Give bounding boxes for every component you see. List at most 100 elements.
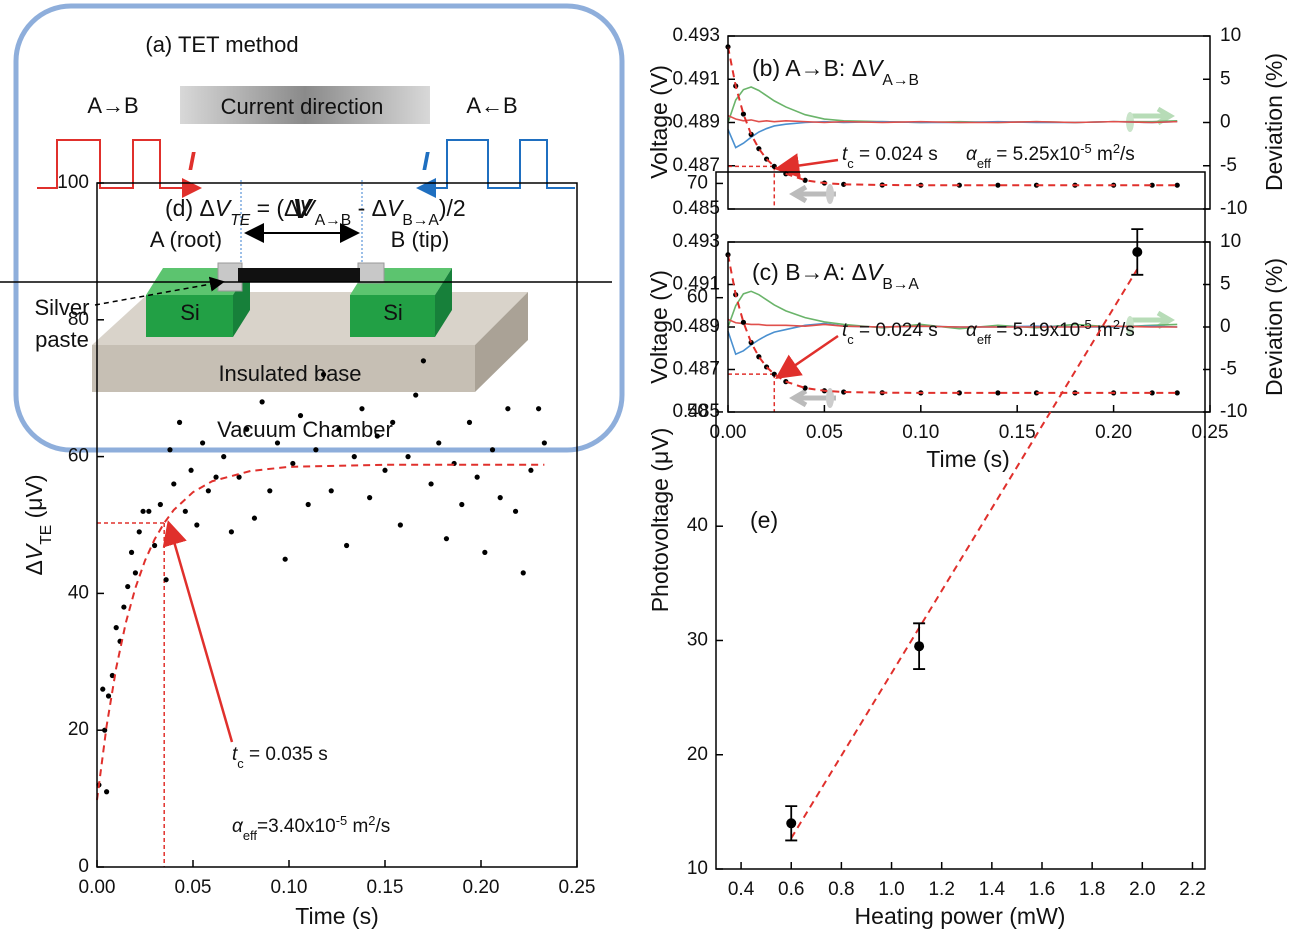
y-tick-label: 10 xyxy=(687,858,708,879)
fit-line xyxy=(727,46,1178,187)
chart: 10 20 30 40 50 60 70 0.4 0.6 0.8 1.0 1.2 1.4 1.6 1.8 2.… xyxy=(687,171,1206,900)
y2-tick-label: -5 xyxy=(1220,359,1237,380)
annotation: tc = 0.024 s xyxy=(842,320,938,347)
text-part: (b) A→B: Δ xyxy=(752,55,867,81)
data-point xyxy=(102,727,108,733)
y-tick-label: 60 xyxy=(687,287,708,308)
direction-bar xyxy=(180,86,430,124)
data-point xyxy=(956,182,962,188)
text-part: α xyxy=(966,144,978,165)
text-part: A→B xyxy=(882,72,918,89)
data-point xyxy=(176,419,183,425)
chart: 0 20 40 60 80 100 0.00 0.05 0.10 0.15 0.20 0.25 xyxy=(57,172,595,898)
data-point xyxy=(146,508,152,514)
data-point xyxy=(740,111,747,117)
base-label: Insulated base xyxy=(218,361,361,386)
chart-title: (d) ΔVTE = (ΔVA→B - ΔVB→A)/2 xyxy=(165,195,466,229)
direction-label: A←B xyxy=(466,93,517,118)
y2-tick-label: 10 xyxy=(1220,231,1241,252)
x-axis-label: Heating power (mW) xyxy=(855,903,1066,929)
data-point xyxy=(505,406,511,412)
x-tick-label: 0.00 xyxy=(710,422,747,443)
x-tick-label: 1.2 xyxy=(928,879,954,900)
data-point xyxy=(1174,390,1180,396)
x-tick-label: 2.0 xyxy=(1129,879,1155,900)
pulse-red xyxy=(37,139,202,198)
fit-line xyxy=(96,463,545,801)
data-point xyxy=(128,549,135,555)
x-tick-label: 0.10 xyxy=(271,877,308,898)
text-part: Δ xyxy=(21,560,47,575)
si-label: Si xyxy=(383,300,403,325)
annotation: tc = 0.035 s xyxy=(232,744,328,771)
x-tick-label: 0.20 xyxy=(1095,422,1132,443)
data-point xyxy=(167,447,173,453)
x-tick-label: 1.4 xyxy=(979,879,1006,900)
text-part: α xyxy=(966,320,978,341)
data-point xyxy=(188,467,194,473)
text-part: -5 xyxy=(336,813,347,828)
data-point xyxy=(914,641,925,652)
data-point xyxy=(512,508,519,514)
data-point xyxy=(236,474,242,480)
data-point xyxy=(305,501,311,508)
text-part: = 0.035 s xyxy=(244,744,328,765)
plot-frame xyxy=(727,241,1211,413)
text-part: /s xyxy=(375,816,390,837)
data-point xyxy=(313,447,319,453)
data-point xyxy=(336,426,342,432)
data-line xyxy=(727,318,1178,328)
y-axis-label: Photovoltage (μV) xyxy=(647,428,673,613)
text-part: 2 xyxy=(1113,317,1120,332)
x-tick-label: 1.8 xyxy=(1079,879,1105,900)
si-side xyxy=(233,268,250,337)
text-part: = 5.19x10 xyxy=(991,320,1080,341)
text-part: = 0.024 s xyxy=(854,320,938,341)
data-line xyxy=(727,290,1178,330)
data-point xyxy=(520,570,526,576)
chart-title: (e) xyxy=(750,507,778,533)
text-part: /s xyxy=(1120,320,1135,341)
data-point xyxy=(405,454,411,460)
annotation: αeff = 5.19x10-5 m2/s xyxy=(966,317,1135,347)
text-part: )/2 xyxy=(439,195,466,221)
data-point xyxy=(382,467,388,473)
data-point xyxy=(374,433,380,439)
data-point xyxy=(528,467,534,473)
y-tick-label: 50 xyxy=(687,401,708,422)
text-part: A→B xyxy=(315,212,351,229)
text-part: -5 xyxy=(1080,317,1091,332)
text-part: (c) B→A: Δ xyxy=(752,259,867,285)
data-point xyxy=(163,577,169,583)
data-point xyxy=(244,426,250,432)
y-tick-label: 70 xyxy=(687,172,708,193)
si-side xyxy=(435,268,452,337)
axis-indicators xyxy=(789,106,1175,408)
data-point xyxy=(474,474,480,480)
data-point xyxy=(105,693,112,699)
text-part: TE xyxy=(230,212,251,229)
text-part: B→A xyxy=(402,212,439,229)
y-tick-label: 0.485 xyxy=(672,401,720,422)
y2-axis-label: Deviation (%) xyxy=(1261,258,1287,396)
data-point xyxy=(221,454,227,460)
annotation: αeff = 5.25x10-5 m2/s xyxy=(966,141,1135,171)
text-part: t xyxy=(232,744,238,765)
text-part: t xyxy=(842,144,848,165)
data-point xyxy=(182,508,188,514)
x-tick-label: 1.0 xyxy=(878,879,904,900)
text-part: V xyxy=(21,542,47,560)
text-part: eff xyxy=(243,828,258,843)
data-line xyxy=(727,114,1178,124)
panel-title: (a) TET method xyxy=(145,32,298,57)
data-point xyxy=(213,474,219,480)
data-point xyxy=(995,390,1001,396)
indicator-dot xyxy=(826,388,834,408)
direction-title: Current direction xyxy=(221,94,384,119)
tc-arrow xyxy=(775,334,839,379)
data-point xyxy=(259,399,265,405)
text-part: -5 xyxy=(1080,141,1091,156)
chamber-label: Vacuum Chamber xyxy=(217,417,393,442)
data-point xyxy=(205,488,211,494)
text-part: c xyxy=(237,756,244,771)
